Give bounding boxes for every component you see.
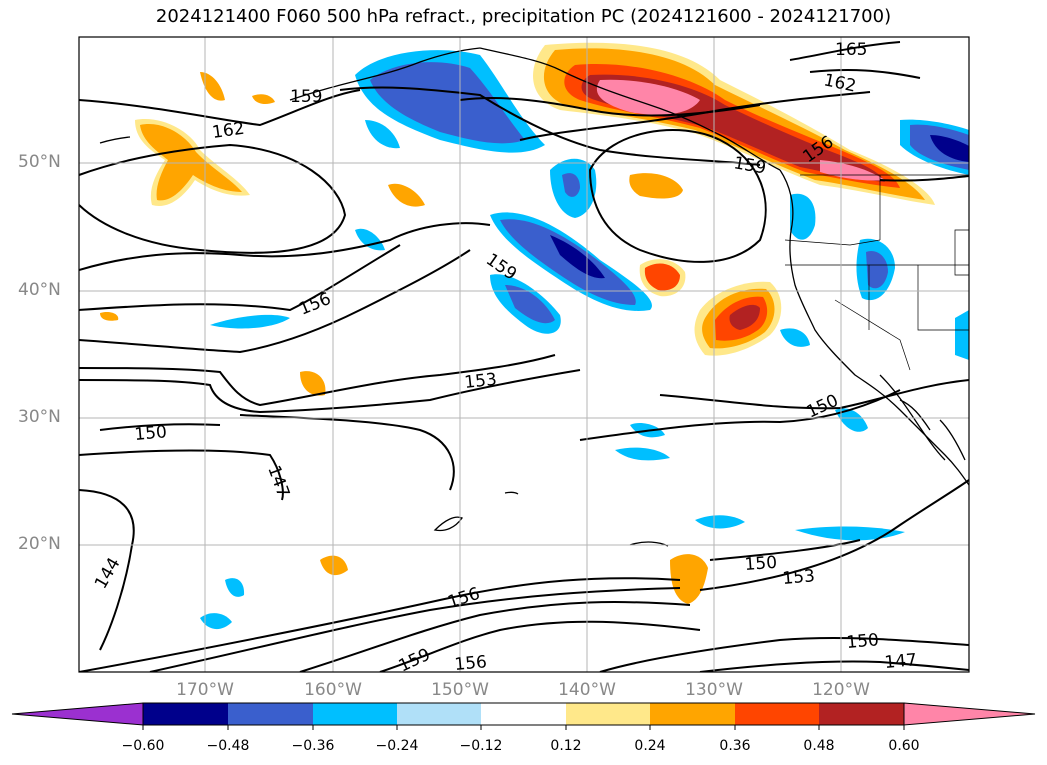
graticule (79, 37, 969, 672)
colorbar-swatch (228, 703, 313, 725)
colorbar-tick-label: 0.24 (634, 738, 666, 754)
colorbar-swatch (566, 703, 650, 725)
contour-label: 156 (454, 652, 488, 675)
lat-label: 30°N (18, 407, 61, 427)
lon-label: 150°W (431, 680, 489, 700)
lat-label: 20°N (18, 534, 61, 554)
map-frame (78, 36, 970, 673)
contour-label: 150 (744, 553, 778, 575)
lon-label: 160°W (304, 680, 362, 700)
colorbar-tick-label: 0.60 (888, 738, 920, 754)
lon-label: 140°W (558, 680, 616, 700)
lon-label: 170°W (176, 680, 234, 700)
colorbar-swatch (735, 703, 819, 725)
colorbar-swatch (650, 703, 735, 725)
colorbar-tick-label: −0.24 (375, 738, 419, 754)
contour-label: 150 (846, 630, 880, 653)
colorbar (11, 702, 1036, 730)
precip-shading (100, 42, 969, 630)
lat-label: 40°N (18, 280, 61, 300)
contour-label: 159 (290, 87, 322, 107)
colorbar-tick-label: 0.12 (550, 738, 582, 754)
colorbar-extend-low (11, 702, 144, 726)
contour-label: 153 (782, 566, 816, 589)
contour-label: 153 (463, 370, 497, 393)
colorbar-tick-label: −0.48 (206, 738, 250, 754)
contour-label: 162 (211, 119, 246, 143)
precip-band-pink (596, 79, 700, 115)
lon-label: 130°W (685, 680, 743, 700)
geopotential-contours (79, 41, 969, 672)
colorbar-swatch (819, 703, 904, 725)
colorbar-extend-high (903, 702, 1036, 726)
colorbar-swatch (397, 703, 481, 725)
lon-label: 120°W (812, 680, 870, 700)
colorbar-swatch (481, 703, 566, 725)
colorbar-tick-label: −0.12 (459, 738, 503, 754)
contour-label: 147 (884, 650, 918, 673)
lat-label: 50°N (18, 152, 61, 172)
contour-label: 165 (835, 40, 867, 60)
colorbar-tick-label: 0.48 (803, 738, 835, 754)
colorbar-tick-label: 0.36 (719, 738, 751, 754)
colorbar-swatch (143, 703, 228, 725)
colorbar-tick-label: −0.36 (291, 738, 335, 754)
colorbar-tick-label: −0.60 (121, 738, 165, 754)
colorbar-swatch (313, 703, 397, 725)
borders (784, 174, 969, 371)
contour-label: 150 (134, 422, 168, 445)
map-title: 2024121400 F060 500 hPa refract., precip… (155, 6, 892, 27)
